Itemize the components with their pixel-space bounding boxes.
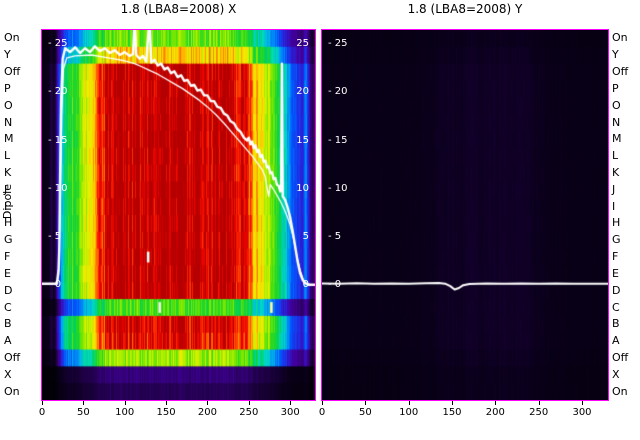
dipole-label: H bbox=[612, 216, 621, 230]
x-tick-label: 300 bbox=[280, 407, 300, 418]
dipole-label: P bbox=[4, 81, 11, 95]
dipole-label: N bbox=[4, 115, 13, 129]
left-panel-title: 1.8 (LBA8=2008) X bbox=[120, 2, 237, 16]
x-tick-mark bbox=[42, 401, 43, 405]
x-tick-label: 300 bbox=[572, 407, 592, 418]
heatmap-panel-y: - 25- 20- 15- 10- 5- 0 bbox=[321, 29, 609, 401]
x-tick-label: 0 bbox=[318, 407, 326, 418]
x-tick-label: 50 bbox=[358, 407, 372, 418]
x-tick-mark bbox=[248, 401, 250, 405]
dipole-label: B bbox=[4, 317, 12, 331]
dipole-labels-right: On Y Off P O N M L K J I H G F E D C B A Off X On bbox=[612, 0, 640, 440]
x-tick-mark bbox=[538, 401, 540, 405]
dipole-label: J bbox=[4, 182, 8, 196]
x-tick-mark bbox=[452, 401, 453, 405]
dipole-label: M bbox=[4, 132, 14, 146]
dipole-label: Y bbox=[612, 48, 619, 62]
heatmap-canvas-y bbox=[322, 30, 608, 400]
x-tick-mark bbox=[495, 401, 497, 405]
dipole-label: A bbox=[4, 334, 12, 348]
dipole-label: I bbox=[4, 199, 8, 213]
dipole-label: E bbox=[612, 266, 619, 280]
x-tick-mark bbox=[322, 401, 323, 405]
x-tick-mark bbox=[365, 401, 367, 405]
x-tick-label: 150 bbox=[442, 407, 462, 418]
x-tick-label: 100 bbox=[115, 407, 135, 418]
dipole-label: C bbox=[612, 300, 620, 314]
x-tick-label: 200 bbox=[485, 407, 505, 418]
dipole-label: D bbox=[4, 283, 13, 297]
x-tick-mark bbox=[124, 401, 126, 405]
dipole-label: A bbox=[612, 334, 620, 348]
dipole-label: X bbox=[4, 367, 12, 381]
dipole-label: D bbox=[612, 283, 621, 297]
dipole-label: I bbox=[612, 199, 616, 213]
dipole-label: P bbox=[612, 81, 619, 95]
dipole-label: B bbox=[612, 317, 620, 331]
dipole-label: K bbox=[4, 165, 12, 179]
x-tick-mark bbox=[166, 401, 168, 405]
dipole-label: M bbox=[612, 132, 622, 146]
x-tick-label: 50 bbox=[76, 407, 90, 418]
dipole-label: N bbox=[612, 115, 621, 129]
dipole-label: Off bbox=[612, 65, 629, 79]
dipole-label: O bbox=[612, 98, 621, 112]
dipole-labels-left: On Y Off P O N M L K J I H G F E D C B A Off X On bbox=[4, 0, 34, 440]
dipole-label: On bbox=[4, 384, 20, 398]
dipole-label: G bbox=[612, 233, 621, 247]
dipole-label: Off bbox=[612, 350, 629, 364]
dipole-label: Off bbox=[4, 65, 21, 79]
dipole-label: J bbox=[612, 182, 616, 196]
heatmap-canvas-x bbox=[42, 30, 315, 400]
x-tick-mark bbox=[582, 401, 583, 405]
dipole-label: O bbox=[4, 98, 13, 112]
x-tick-mark bbox=[290, 401, 292, 405]
dipole-label: F bbox=[4, 250, 11, 264]
x-tick-label: 250 bbox=[239, 407, 259, 418]
right-panel-title: 1.8 (LBA8=2008) Y bbox=[407, 2, 523, 16]
x-tick-label: 150 bbox=[156, 407, 176, 418]
x-tick-mark bbox=[83, 401, 85, 405]
dipole-label: On bbox=[612, 384, 628, 398]
dipole-label: X bbox=[612, 367, 620, 381]
dipole-label: C bbox=[4, 300, 12, 314]
dipole-label: H bbox=[4, 216, 13, 230]
dipole-label: Off bbox=[4, 350, 21, 364]
dipole-label: G bbox=[4, 233, 13, 247]
dipole-label: On bbox=[612, 31, 628, 45]
x-tick-mark bbox=[408, 401, 410, 405]
x-tick-mark bbox=[207, 401, 209, 405]
dipole-label: K bbox=[612, 165, 620, 179]
dipole-label: Y bbox=[4, 48, 11, 62]
dipole-label: L bbox=[4, 149, 11, 163]
dipole-label: L bbox=[612, 149, 619, 163]
dipole-label: On bbox=[4, 31, 20, 45]
dipole-label: E bbox=[4, 266, 11, 280]
x-tick-label: 100 bbox=[399, 407, 419, 418]
x-tick-label: 200 bbox=[197, 407, 217, 418]
x-tick-label: 0 bbox=[38, 407, 46, 418]
x-tick-label: 250 bbox=[529, 407, 549, 418]
dipole-label: F bbox=[612, 250, 619, 264]
